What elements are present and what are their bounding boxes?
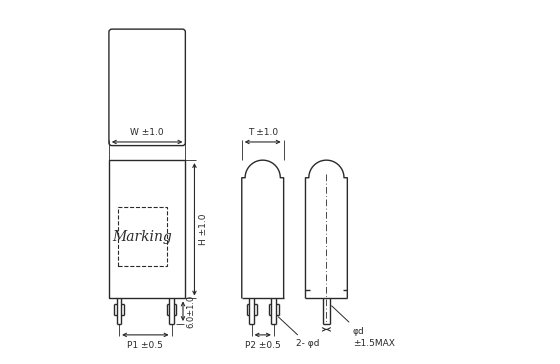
Text: W ±1.0: W ±1.0	[130, 128, 164, 137]
Text: φd: φd	[332, 306, 365, 336]
Text: H ±1.0: H ±1.0	[199, 214, 208, 245]
FancyBboxPatch shape	[109, 29, 185, 146]
Text: Marking: Marking	[113, 230, 172, 244]
Bar	[118, 207, 167, 266]
Text: P1 ±0.5: P1 ±0.5	[127, 341, 164, 350]
Text: T ±1.0: T ±1.0	[248, 128, 278, 137]
Text: P2 ±0.5: P2 ±0.5	[245, 341, 281, 350]
Text: ±1.5MAX: ±1.5MAX	[353, 339, 395, 348]
Text: 6.0±1.0: 6.0±1.0	[186, 294, 195, 328]
Bar	[109, 160, 185, 298]
Text: 2- φd: 2- φd	[278, 317, 319, 348]
